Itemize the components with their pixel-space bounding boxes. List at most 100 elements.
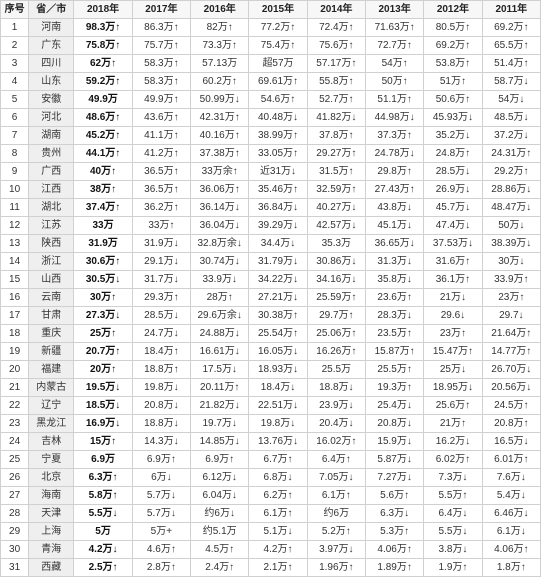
value-cell: 29.3万↑: [132, 289, 190, 307]
value-cell: 34.16万↓: [307, 271, 365, 289]
row-index: 3: [1, 55, 29, 73]
value-cell: 16.02万↑: [307, 433, 365, 451]
row-index: 10: [1, 181, 29, 199]
table-row: 27海南5.8万↑5.7万↓6.04万↓6.2万↑6.1万↑5.6万↑5.5万↑…: [1, 487, 541, 505]
value-cell: 22.51万↓: [249, 397, 307, 415]
value-cell: 5.5万↓: [74, 505, 132, 523]
table-row: 7湖南45.2万↑41.1万↑40.16万↑38.99万↑37.8万↑37.3万…: [1, 127, 541, 145]
table-row: 28天津5.5万↓5.7万↓约6万↓6.1万↑约6万6.3万↓6.4万↓6.46…: [1, 505, 541, 523]
table-row: 29上海5万5万+约5.1万5.1万↓5.2万↑5.3万↑5.5万↓6.1万↓: [1, 523, 541, 541]
col-header: 2016年: [191, 1, 249, 19]
value-cell: 7.6万↓: [482, 469, 540, 487]
province-cell: 新疆: [29, 343, 74, 361]
value-cell: 54万↓: [482, 91, 540, 109]
value-cell: 1.96万↑: [307, 559, 365, 577]
province-cell: 贵州: [29, 145, 74, 163]
value-cell: 18.8万↓: [132, 415, 190, 433]
value-cell: 14.77万↑: [482, 343, 540, 361]
value-cell: 约6万: [307, 505, 365, 523]
value-cell: 48.5万↓: [482, 109, 540, 127]
value-cell: 37.4万↑: [74, 199, 132, 217]
value-cell: 48.47万↓: [482, 199, 540, 217]
value-cell: 19.3万↑: [365, 379, 423, 397]
province-cell: 四川: [29, 55, 74, 73]
value-cell: 21.64万↑: [482, 325, 540, 343]
row-index: 18: [1, 325, 29, 343]
value-cell: 25.4万↓: [365, 397, 423, 415]
value-cell: 20.8万↓: [132, 397, 190, 415]
province-cell: 西藏: [29, 559, 74, 577]
value-cell: 69.2万↑: [424, 37, 482, 55]
province-cell: 内蒙古: [29, 379, 74, 397]
province-cell: 天津: [29, 505, 74, 523]
value-cell: 3.97万↓: [307, 541, 365, 559]
value-cell: 20.8万↑: [482, 415, 540, 433]
value-cell: 23.5万↑: [365, 325, 423, 343]
value-cell: 55.8万↑: [307, 73, 365, 91]
value-cell: 49.9万↑: [132, 91, 190, 109]
value-cell: 24.78万↓: [365, 145, 423, 163]
value-cell: 23万↑: [482, 289, 540, 307]
value-cell: 6.1万↑: [307, 487, 365, 505]
value-cell: 16.26万↑: [307, 343, 365, 361]
value-cell: 33.9万↑: [482, 271, 540, 289]
table-row: 5安徽49.9万49.9万↑50.99万↓54.6万↑52.7万↑51.1万↑5…: [1, 91, 541, 109]
row-index: 14: [1, 253, 29, 271]
table-row: 22辽宁18.5万↓20.8万↓21.82万↓22.51万↓23.9万↓25.4…: [1, 397, 541, 415]
row-index: 13: [1, 235, 29, 253]
value-cell: 16.5万↓: [482, 433, 540, 451]
value-cell: 35.8万↓: [365, 271, 423, 289]
table-row: 1河南98.3万↑86.3万↑82万↑77.2万↑72.4万↑71.63万↑80…: [1, 19, 541, 37]
value-cell: 1.9万↑: [424, 559, 482, 577]
row-index: 9: [1, 163, 29, 181]
value-cell: 6万↓: [132, 469, 190, 487]
row-index: 12: [1, 217, 29, 235]
value-cell: 29.7↓: [482, 307, 540, 325]
value-cell: 36.2万↑: [132, 199, 190, 217]
value-cell: 45.93万↓: [424, 109, 482, 127]
value-cell: 7.27万↓: [365, 469, 423, 487]
col-header: 序号: [1, 1, 29, 19]
row-index: 27: [1, 487, 29, 505]
value-cell: 6.3万↓: [365, 505, 423, 523]
value-cell: 25.59万↑: [307, 289, 365, 307]
row-index: 20: [1, 361, 29, 379]
value-cell: 5.5万↓: [424, 523, 482, 541]
value-cell: 14.3万↓: [132, 433, 190, 451]
province-cell: 宁夏: [29, 451, 74, 469]
table-row: 13陕西31.9万31.9万↓32.8万余↓34.4万↓35.3万36.65万↓…: [1, 235, 541, 253]
table-row: 6河北48.6万↑43.6万↑42.31万↑40.48万↓41.82万↓44.9…: [1, 109, 541, 127]
col-header: 省／市: [29, 1, 74, 19]
value-cell: 4.2万↓: [74, 541, 132, 559]
value-cell: 28.5万↓: [424, 163, 482, 181]
value-cell: 38万↑: [74, 181, 132, 199]
value-cell: 20万↑: [74, 361, 132, 379]
value-cell: 51.4万↑: [482, 55, 540, 73]
value-cell: 37.8万↑: [307, 127, 365, 145]
value-cell: 71.63万↑: [365, 19, 423, 37]
value-cell: 36.1万↑: [424, 271, 482, 289]
value-cell: 18.8万↑: [132, 361, 190, 379]
table-row: 16云南30万↑29.3万↑28万↑27.21万↓25.59万↑23.6万↑21…: [1, 289, 541, 307]
value-cell: 23.9万↓: [307, 397, 365, 415]
value-cell: 6.2万↑: [249, 487, 307, 505]
province-cell: 安徽: [29, 91, 74, 109]
value-cell: 75.4万↑: [249, 37, 307, 55]
value-cell: 29.2万↑: [482, 163, 540, 181]
col-header: 2014年: [307, 1, 365, 19]
value-cell: 34.4万↓: [249, 235, 307, 253]
value-cell: 15.47万↑: [424, 343, 482, 361]
value-cell: 约5.1万: [191, 523, 249, 541]
row-index: 15: [1, 271, 29, 289]
value-cell: 45.7万↓: [424, 199, 482, 217]
value-cell: 1.89万↑: [365, 559, 423, 577]
value-cell: 5.4万↓: [482, 487, 540, 505]
value-cell: 5.8万↑: [74, 487, 132, 505]
value-cell: 30.6万↑: [74, 253, 132, 271]
value-cell: 31.7万↓: [132, 271, 190, 289]
row-index: 6: [1, 109, 29, 127]
value-cell: 20.8万↓: [365, 415, 423, 433]
value-cell: 27.21万↓: [249, 289, 307, 307]
value-cell: 5万: [74, 523, 132, 541]
value-cell: 24.88万↓: [191, 325, 249, 343]
